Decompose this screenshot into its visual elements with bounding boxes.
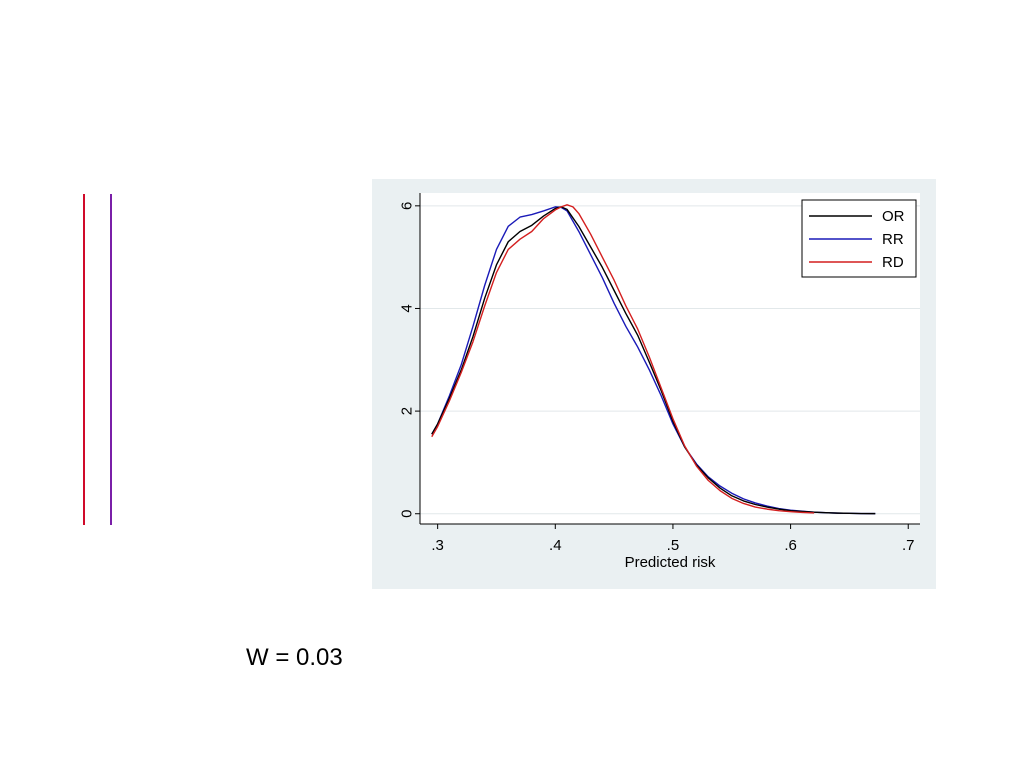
- series-line-rd: [431, 204, 815, 514]
- legend-label-or: OR: [882, 208, 905, 225]
- density-chart: 0 2 4 6 .3 .4 .5 .6 .7 Predicted risk OR RR RD: [372, 179, 936, 589]
- x-axis-label: Predicted risk: [625, 554, 716, 571]
- y-tick-label-3: 6: [399, 202, 416, 210]
- axes: 0 2 4 6 .3 .4 .5 .6 .7: [399, 193, 920, 554]
- y-tick-label-2: 4: [399, 304, 416, 312]
- series-line-or: [431, 206, 876, 515]
- y-tick-label-0: 0: [399, 510, 416, 518]
- legend-label-rd: RD: [882, 254, 904, 271]
- x-tick-label-4: .7: [902, 537, 915, 554]
- legend: OR RR RD: [801, 199, 917, 278]
- left-vertical-line: [83, 194, 85, 525]
- w-statistic-label: W = 0.03: [246, 644, 343, 671]
- x-tick-label-3: .6: [784, 537, 797, 554]
- y-tick-label-1: 2: [399, 407, 416, 415]
- x-tick-label-2: .5: [667, 537, 680, 554]
- x-tick-label-0: .3: [431, 537, 444, 554]
- series-lines: [431, 204, 876, 515]
- legend-label-rr: RR: [882, 231, 904, 248]
- x-tick-label-1: .4: [549, 537, 562, 554]
- right-vertical-line: [110, 194, 112, 525]
